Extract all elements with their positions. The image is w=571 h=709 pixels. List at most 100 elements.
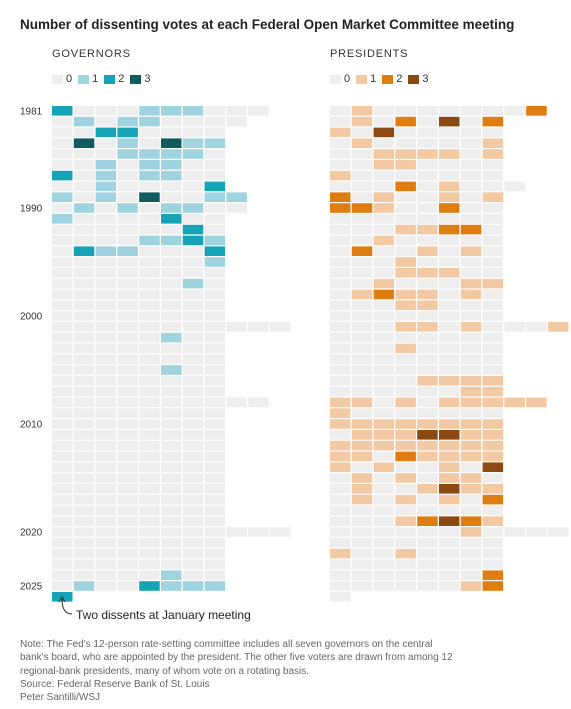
heatmap-cell [139,548,160,559]
heatmap-cell [351,332,373,343]
heatmap-cell [182,581,204,591]
heatmap-cell [439,257,460,267]
legend-label: 2 [118,73,125,85]
heatmap-cell [52,149,73,159]
heatmap-cell [117,116,138,127]
heatmap-cell [417,322,438,332]
heatmap-cell [395,127,416,138]
heatmap-cell [439,127,460,138]
heatmap-cell [117,548,138,559]
heatmap-cell [417,311,438,321]
heatmap-cell [204,581,226,591]
heatmap-cell [330,570,351,580]
heatmap-cell [182,559,204,570]
heatmap-cell [73,149,95,159]
heatmap-cell [117,462,138,472]
heatmap-cell [330,116,351,127]
heatmap-cell [330,548,351,559]
heatmap-cell [351,160,373,170]
heatmap-cell [417,548,438,559]
footer: Note: The Fed's 12-person rate-setting c… [20,638,460,704]
heatmap-cell [417,440,438,451]
heatmap-cell [52,559,73,570]
heatmap-cell [204,268,226,278]
heatmap-cell [439,192,460,202]
heatmap-cell [330,322,351,332]
heatmap-cell [330,376,351,386]
legend-item: 1 [78,73,98,85]
heatmap-cell [351,527,373,537]
heatmap-cell [139,268,160,278]
heatmap-cell [204,224,226,235]
heatmap-cell [204,289,226,300]
heatmap-cell [182,160,204,170]
heatmap-cell [439,559,460,570]
heatmap-cell [73,311,95,321]
heatmap-cell [351,376,373,386]
heatmap-cell [395,354,416,364]
heatmap-cell [270,527,291,537]
heatmap-cell [330,397,351,408]
heatmap-cell [117,192,138,202]
heatmap-cell [417,235,438,246]
legend-item: 2 [382,73,402,85]
heatmap-cell [117,527,138,537]
heatmap-cell [439,343,460,354]
heatmap-cell [73,559,95,570]
heatmap-cell [460,311,482,321]
heatmap-cell [395,440,416,451]
heatmap-cell [330,289,351,300]
legend-swatch [104,74,116,84]
heatmap-cell [117,494,138,505]
heatmap-cell [330,149,351,159]
heatmap-cell [395,160,416,170]
heatmap-cell [139,419,160,429]
heatmap-cell [439,408,460,418]
heatmap-cell [182,440,204,451]
heatmap-cell [95,365,117,375]
heatmap-cell [73,440,95,451]
heatmap-cell [95,106,117,116]
heatmap-cell [52,451,73,462]
heatmap-cell [117,170,138,181]
heatmap-cell [482,149,504,159]
heatmap-cell [330,278,351,289]
heatmap-cell [204,203,226,213]
heatmap-cell [52,192,73,202]
heatmap-cell [139,138,160,148]
heatmap-cell [482,289,504,300]
heatmap-cell [182,570,204,580]
heatmap-cell [204,430,226,440]
heatmap-cell [95,246,117,256]
heatmap-cell [351,268,373,278]
presidents-legend: 0 1 2 3 [330,73,435,85]
heatmap-cell [95,192,117,202]
heatmap-cell [482,343,504,354]
heatmap-cell [373,494,395,505]
heatmap-cell [439,430,460,440]
heatmap-cell [439,494,460,505]
heatmap-cell [204,300,226,310]
heatmap-cell [139,127,160,138]
heatmap-cell [52,570,73,580]
heatmap-cell [117,538,138,548]
heatmap-cell [460,192,482,202]
heatmap-cell [460,127,482,138]
heatmap-cell [204,106,226,116]
heatmap-cell [204,181,226,192]
heatmap-cell [439,235,460,246]
governors-panel-label: GOVERNORS [52,48,131,60]
heatmap-cell [460,581,482,591]
heatmap-cell [351,311,373,321]
heatmap-cell [204,451,226,462]
heatmap-cell [351,419,373,429]
heatmap-cell [460,559,482,570]
heatmap-cell [439,138,460,148]
heatmap-cell [95,516,117,526]
heatmap-cell [417,473,438,483]
heatmap-cell [330,559,351,570]
heatmap-cell [460,419,482,429]
heatmap-cell [117,311,138,321]
heatmap-cell [73,138,95,148]
heatmap-cell [439,419,460,429]
